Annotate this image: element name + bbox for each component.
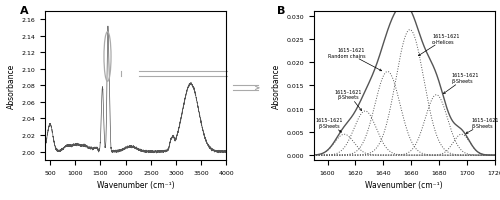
- Text: A: A: [20, 6, 28, 16]
- Text: 1615–1621
Random chains: 1615–1621 Random chains: [328, 48, 382, 71]
- Text: 1615–1621
β-Sheets: 1615–1621 β-Sheets: [334, 89, 362, 111]
- Y-axis label: Absorbance: Absorbance: [272, 63, 280, 109]
- Y-axis label: Absorbance: Absorbance: [7, 63, 16, 109]
- Text: 1615–1621
β-Sheets: 1615–1621 β-Sheets: [444, 73, 479, 94]
- X-axis label: Wavenumber (cm⁻¹): Wavenumber (cm⁻¹): [366, 180, 443, 189]
- Text: 1615–1621
β-Sheets: 1615–1621 β-Sheets: [315, 118, 342, 132]
- Text: B: B: [278, 6, 285, 16]
- Text: 1615–1621
α-Helices: 1615–1621 α-Helices: [418, 34, 460, 56]
- Text: 1615–1621
β-Sheets: 1615–1621 β-Sheets: [466, 118, 499, 134]
- X-axis label: Wavenumber (cm⁻¹): Wavenumber (cm⁻¹): [97, 180, 174, 189]
